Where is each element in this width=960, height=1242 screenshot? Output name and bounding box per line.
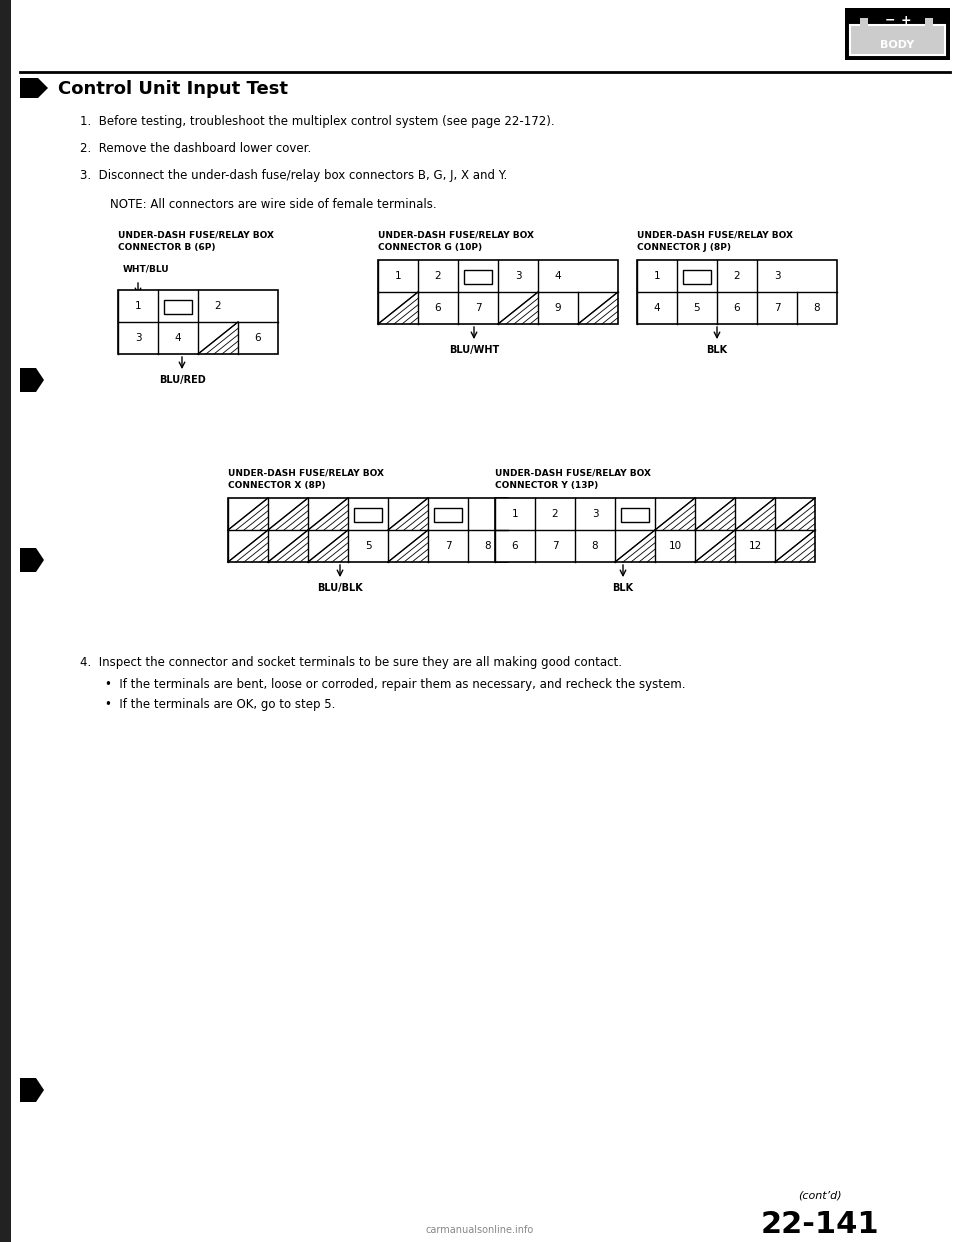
Text: •  If the terminals are bent, loose or corroded, repair them as necessary, and r: • If the terminals are bent, loose or co… bbox=[105, 678, 685, 691]
Text: 4: 4 bbox=[555, 271, 562, 281]
Text: 3.  Disconnect the under-dash fuse/relay box connectors B, G, J, X and Y.: 3. Disconnect the under-dash fuse/relay … bbox=[80, 169, 507, 183]
Text: 1: 1 bbox=[654, 271, 660, 281]
Text: 6: 6 bbox=[254, 333, 261, 343]
Bar bbox=[434, 508, 462, 522]
Text: 2: 2 bbox=[435, 271, 442, 281]
Text: BLU/RED: BLU/RED bbox=[158, 375, 205, 385]
Text: 4.  Inspect the connector and socket terminals to be sure they are all making go: 4. Inspect the connector and socket term… bbox=[80, 656, 622, 669]
Bar bbox=[925, 17, 933, 26]
Bar bbox=[228, 498, 508, 561]
Text: 12: 12 bbox=[749, 542, 761, 551]
Text: 6: 6 bbox=[435, 303, 442, 313]
Text: 1: 1 bbox=[512, 509, 518, 519]
Text: BLU/BLK: BLU/BLK bbox=[317, 582, 363, 592]
Bar bbox=[683, 270, 711, 284]
Text: 2: 2 bbox=[733, 271, 740, 281]
Text: 2: 2 bbox=[552, 509, 559, 519]
Bar bbox=[860, 17, 868, 26]
Text: 3: 3 bbox=[515, 271, 521, 281]
Text: NOTE: All connectors are wire side of female terminals.: NOTE: All connectors are wire side of fe… bbox=[110, 197, 437, 211]
Text: (cont’d): (cont’d) bbox=[798, 1190, 842, 1200]
Text: 2: 2 bbox=[215, 301, 222, 310]
Bar bbox=[164, 299, 192, 314]
Text: CONNECTOR Y (13P): CONNECTOR Y (13P) bbox=[495, 481, 598, 491]
Text: CONNECTOR B (6P): CONNECTOR B (6P) bbox=[118, 243, 215, 252]
Text: WHT/BLU: WHT/BLU bbox=[123, 265, 170, 274]
Text: 7: 7 bbox=[474, 303, 481, 313]
Text: •  If the terminals are OK, go to step 5.: • If the terminals are OK, go to step 5. bbox=[105, 698, 335, 710]
Text: UNDER-DASH FUSE/RELAY BOX: UNDER-DASH FUSE/RELAY BOX bbox=[637, 230, 793, 238]
Text: CONNECTOR G (10P): CONNECTOR G (10P) bbox=[378, 243, 482, 252]
Text: 8: 8 bbox=[814, 303, 820, 313]
Text: 1.  Before testing, troubleshoot the multiplex control system (see page 22-172).: 1. Before testing, troubleshoot the mult… bbox=[80, 116, 555, 128]
Text: 5: 5 bbox=[694, 303, 700, 313]
Bar bbox=[0, 0, 11, 1242]
Text: 1: 1 bbox=[395, 271, 401, 281]
Bar bbox=[495, 498, 815, 561]
Bar bbox=[845, 7, 950, 60]
Text: BODY: BODY bbox=[880, 40, 915, 50]
Text: BLK: BLK bbox=[707, 345, 728, 355]
Text: 3: 3 bbox=[134, 333, 141, 343]
Text: 3: 3 bbox=[591, 509, 598, 519]
Text: 4: 4 bbox=[654, 303, 660, 313]
Text: +: + bbox=[900, 14, 911, 26]
Bar bbox=[850, 25, 945, 55]
Bar bbox=[464, 270, 492, 284]
Polygon shape bbox=[20, 78, 48, 98]
Text: BLK: BLK bbox=[612, 582, 634, 592]
Text: 10: 10 bbox=[668, 542, 682, 551]
Bar bbox=[378, 260, 618, 324]
Text: carmanualsonline.info: carmanualsonline.info bbox=[426, 1225, 534, 1235]
Text: −: − bbox=[884, 14, 895, 26]
Bar bbox=[637, 260, 837, 324]
Text: 7: 7 bbox=[774, 303, 780, 313]
Text: 8: 8 bbox=[591, 542, 598, 551]
Text: 22-141: 22-141 bbox=[760, 1210, 879, 1240]
Bar bbox=[118, 289, 278, 354]
Bar bbox=[621, 508, 649, 522]
Text: CONNECTOR X (8P): CONNECTOR X (8P) bbox=[228, 481, 325, 491]
Text: CONNECTOR J (8P): CONNECTOR J (8P) bbox=[637, 243, 731, 252]
Text: UNDER-DASH FUSE/RELAY BOX: UNDER-DASH FUSE/RELAY BOX bbox=[378, 230, 534, 238]
Text: 6: 6 bbox=[733, 303, 740, 313]
Text: 6: 6 bbox=[512, 542, 518, 551]
Text: UNDER-DASH FUSE/RELAY BOX: UNDER-DASH FUSE/RELAY BOX bbox=[118, 230, 274, 238]
Text: 7: 7 bbox=[444, 542, 451, 551]
Text: Control Unit Input Test: Control Unit Input Test bbox=[58, 79, 288, 98]
Text: 9: 9 bbox=[555, 303, 562, 313]
Polygon shape bbox=[20, 368, 44, 392]
Text: 7: 7 bbox=[552, 542, 559, 551]
Bar bbox=[354, 508, 382, 522]
Text: BLU/WHT: BLU/WHT bbox=[449, 345, 499, 355]
Text: UNDER-DASH FUSE/RELAY BOX: UNDER-DASH FUSE/RELAY BOX bbox=[228, 468, 384, 477]
Text: UNDER-DASH FUSE/RELAY BOX: UNDER-DASH FUSE/RELAY BOX bbox=[495, 468, 651, 477]
Text: 8: 8 bbox=[485, 542, 492, 551]
Text: 5: 5 bbox=[365, 542, 372, 551]
Text: 3: 3 bbox=[774, 271, 780, 281]
Text: 4: 4 bbox=[175, 333, 181, 343]
Text: 1: 1 bbox=[134, 301, 141, 310]
Text: 2.  Remove the dashboard lower cover.: 2. Remove the dashboard lower cover. bbox=[80, 142, 311, 155]
Polygon shape bbox=[20, 1078, 44, 1102]
Polygon shape bbox=[20, 548, 44, 573]
